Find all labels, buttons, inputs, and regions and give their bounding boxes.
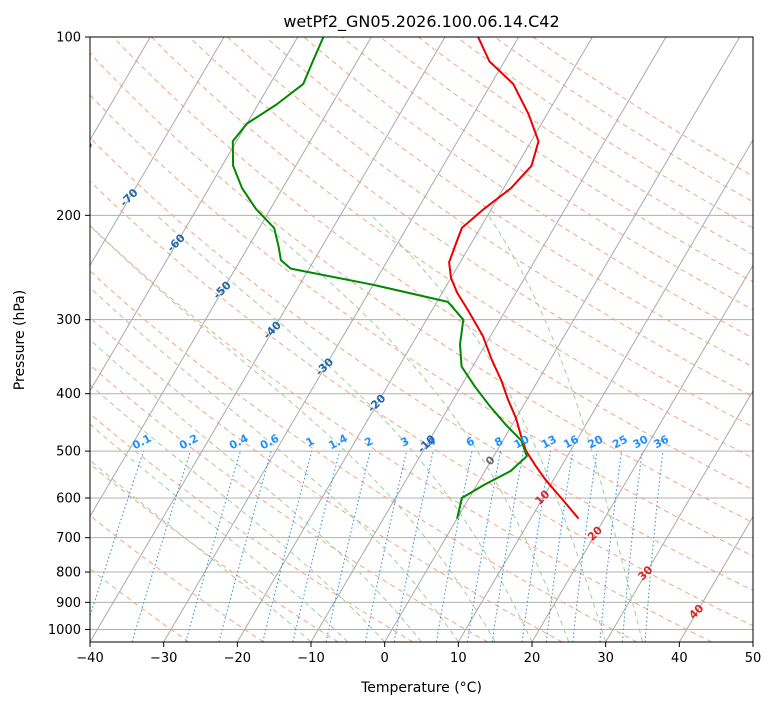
moist-adiabat-line — [90, 225, 496, 642]
mixing-ratio-line — [521, 451, 552, 642]
isotherm-line — [310, 37, 667, 642]
isotherm-line — [163, 37, 520, 642]
chart-title: wetPf2_GN05.2026.100.06.14.C42 — [283, 12, 559, 32]
y-tick-label: 900 — [56, 596, 81, 611]
mixing-ratio-line — [621, 451, 643, 642]
temperature-trace — [448, 37, 580, 520]
moist-adiabat-line — [90, 339, 422, 642]
isotherms — [90, 37, 753, 642]
isotherm-label: -80 — [72, 138, 95, 161]
moist-adiabat-line — [90, 459, 312, 642]
dry-adiabat-line — [112, 37, 753, 491]
moist-adiabat-line — [156, 214, 533, 642]
isotherm-line — [384, 37, 741, 642]
x-tick-label: 20 — [524, 651, 541, 666]
dry-adiabat-line — [90, 514, 264, 642]
isotherm-line — [90, 37, 372, 518]
y-tick-label: 100 — [56, 31, 81, 46]
mixing-ratio-label: 30 — [631, 433, 651, 452]
x-tick-label: 40 — [671, 651, 688, 666]
y-axis-title: Pressure (hPa) — [12, 290, 28, 390]
moist-adiabat-line — [487, 215, 643, 642]
moist-adiabats — [90, 214, 643, 642]
mixing-ratio-line — [218, 450, 272, 642]
x-tick-label: 0 — [381, 651, 389, 666]
dry-adiabat-line — [227, 37, 753, 398]
mixing-ratio-lines — [90, 450, 664, 642]
mixing-ratio-line — [325, 450, 371, 642]
mixing-ratio-line — [599, 451, 623, 642]
mixing-ratio-line — [131, 450, 191, 642]
isotherm-line — [678, 515, 753, 642]
y-tick-label: 300 — [56, 313, 81, 328]
dry-adiabat-line — [90, 224, 712, 642]
isotherm-line — [457, 138, 753, 642]
dry-adiabat-line — [90, 316, 563, 642]
isotherm-line — [90, 37, 225, 267]
y-tick-label: 800 — [56, 566, 81, 581]
mixing-ratio-line — [292, 450, 341, 642]
y-tick-label: 400 — [56, 387, 81, 402]
y-tick-label: 600 — [56, 492, 81, 507]
mixing-ratio-line — [262, 450, 313, 642]
dry-adiabat-line — [90, 52, 753, 524]
mixing-ratio-line — [545, 451, 574, 642]
y-tick-label: 700 — [56, 531, 81, 546]
mixing-ratio-label: 13 — [539, 433, 559, 452]
mixing-ratio-label: 36 — [651, 433, 671, 452]
sounding-traces — [231, 37, 580, 520]
isotherm-line — [531, 264, 753, 642]
isotherm-line — [90, 37, 446, 642]
dry-adiabat-line — [379, 37, 753, 283]
mixing-ratio-line — [364, 450, 408, 642]
x-tick-label: 30 — [597, 651, 614, 666]
mixing-ratio-line — [491, 451, 524, 642]
x-axis-title: Temperature (°C) — [360, 680, 482, 696]
x-tick-label: −30 — [150, 651, 177, 666]
dry-adiabat-line — [90, 364, 488, 642]
x-tick-label: −40 — [76, 651, 103, 666]
x-tick-label: 50 — [745, 651, 762, 666]
dry-adiabat-line — [90, 270, 638, 642]
y-tick-label: 1000 — [48, 623, 81, 638]
isotherm-line — [90, 37, 299, 392]
x-tick-label: 10 — [450, 651, 467, 666]
moist-adiabat-line — [370, 214, 607, 642]
mixing-ratio-line — [185, 450, 241, 642]
isotherm-line — [236, 37, 593, 642]
mixing-ratio-line — [644, 451, 664, 642]
mixing-ratio-label: 16 — [561, 433, 581, 452]
moist-adiabat-line — [90, 287, 459, 642]
x-tick-label: −20 — [224, 651, 251, 666]
dry-adiabat-line — [303, 37, 753, 339]
axes: −40 −30 −20 −10 0 10 20 30 40 50 100 200 300 400 500 60… — [48, 31, 761, 667]
isotherm-line — [90, 37, 151, 141]
y-tick-label: 500 — [56, 445, 81, 460]
mixing-ratio-line — [572, 451, 598, 642]
mixing-ratio-label: 25 — [610, 433, 630, 452]
x-tick-label: −10 — [297, 651, 324, 666]
mixing-ratio-label: 10 — [512, 433, 532, 452]
dewpoint-trace — [231, 37, 528, 519]
isotherm-line — [605, 389, 753, 642]
pressure-grid — [90, 37, 753, 630]
moist-adiabat-line — [90, 423, 349, 642]
y-tick-label: 200 — [56, 209, 81, 224]
plot-frame — [89, 36, 754, 643]
mixing-ratio-label: 20 — [586, 433, 606, 452]
